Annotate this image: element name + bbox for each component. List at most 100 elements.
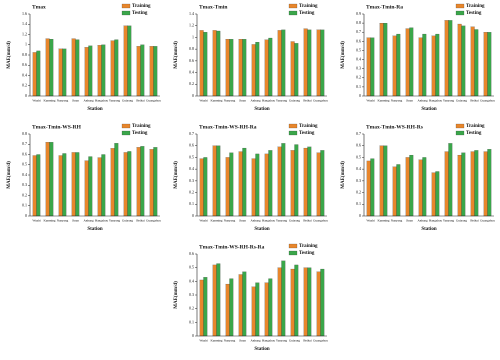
bar [316,29,321,97]
bar [409,154,414,217]
x-tick-label: Yanyang [443,219,455,223]
bar [123,25,128,97]
x-tick-label: Beihai [136,219,144,223]
legend-swatch [288,130,298,136]
y-tick-label: 0.6 [356,38,361,43]
x-tick-label: Guangzhou [480,99,495,103]
legend-label: Training [466,4,485,9]
y-tick-label: 0.1 [22,203,27,208]
y-tick-label: 0 [192,333,194,338]
x-tick-label: Anhang [250,339,260,343]
x-tick-label: Hangzhou [95,219,109,223]
y-tick-label: 0.4 [189,278,194,283]
bar [268,278,273,337]
bar [457,154,462,217]
x-tick-label: Guiyang [289,99,300,103]
x-tick-label: Yanyang [276,219,288,223]
bar [136,147,141,217]
bar [255,282,260,337]
y-tick-label: 0.2 [189,306,194,311]
bar [242,147,247,217]
bar [383,23,388,97]
y-axis-label: MAE(mm/d) [7,161,12,189]
x-tick-label: Jinan [406,99,413,103]
bar [212,30,217,97]
bar [153,46,158,97]
bar [255,42,260,97]
x-axis-label: Station [421,107,437,112]
bar [127,151,132,217]
bar [370,158,375,217]
y-tick-label: 0.5 [356,154,361,159]
legend-label: Training [132,124,151,129]
panel-title: Tmax [32,4,46,10]
legend-label: Testing [299,11,315,16]
x-tick-label: Hangzhou [262,339,276,343]
y-tick-label: 0.8 [22,131,27,136]
y-tick-label: 0.4 [189,166,194,171]
bar [203,277,208,337]
bar [396,33,401,97]
y-axis-label: MAE(mm/d) [174,41,179,69]
y-tick-label: 0.5 [22,162,27,167]
bar [474,29,479,97]
x-tick-label: Guangzhou [313,339,328,343]
legend-label: Training [299,4,318,9]
bar [229,152,234,217]
x-axis-label: Station [254,227,270,232]
x-tick-label: Wuzhi [199,339,207,343]
x-tick-label: Hangzhou [95,99,109,103]
x-axis-label: Station [87,227,103,232]
y-tick-label: 0.4 [189,69,194,74]
bar [199,279,204,337]
y-tick-label: 1.2 [189,23,194,28]
bar [242,39,247,97]
bar [405,157,410,217]
bar [212,264,217,337]
bar [255,153,260,217]
bar [383,145,388,217]
legend-swatch [455,3,465,9]
bar [290,268,295,337]
x-tick-label: Nanyang [57,219,69,223]
x-tick-label: Hangzhou [429,99,443,103]
bar [251,286,256,337]
y-tick-label: 0.4 [22,172,27,177]
bar [435,33,440,97]
x-tick-label: Nanyang [224,99,236,103]
bar [379,145,384,217]
bar [294,144,299,217]
bar [307,146,312,217]
bar [238,151,243,217]
bar [238,39,243,97]
panel-title: Tmax-Tmin-WS-RH-Rs-Ra [199,244,265,250]
x-tick-label: Nanyang [391,99,403,103]
bar [316,152,321,217]
bar [216,30,221,97]
x-tick-label: Guangzhou [146,219,161,223]
y-tick-label: 0.6 [22,151,27,156]
y-axis-label: MAE(mm/d) [174,281,179,309]
bar [409,27,414,97]
y-tick-label: 0.7 [189,131,194,136]
bar [45,38,50,97]
bar [487,32,492,97]
bar [71,38,76,97]
x-tick-label: Yanyang [276,339,288,343]
bar [238,274,243,337]
bar [264,39,269,97]
bar [470,26,475,97]
bar [483,32,488,97]
x-tick-label: Guangzhou [480,219,495,223]
x-tick-label: Jinan [239,219,246,223]
bar [487,149,492,217]
y-tick-label: 0.4 [22,72,27,77]
bar [474,150,479,217]
y-tick-label: 0.1 [356,201,361,206]
bar [32,52,37,97]
bar [110,148,115,217]
x-tick-label: Guangzhou [146,99,161,103]
bar [290,41,295,97]
panel-title: Tmax-Tmin [199,4,227,10]
